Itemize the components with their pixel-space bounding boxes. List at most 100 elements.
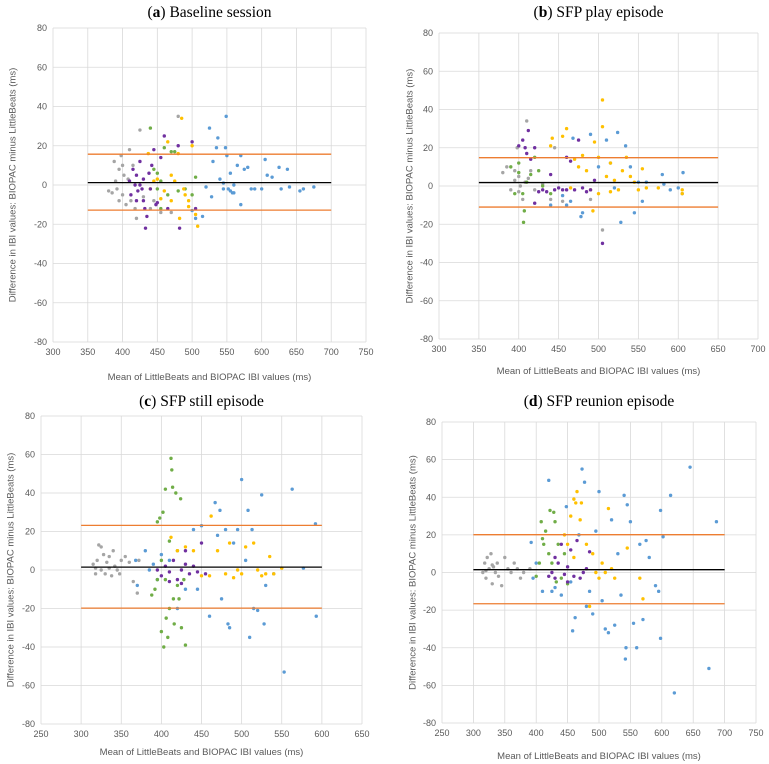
y-tick-label: -60 xyxy=(420,296,433,306)
data-point-purple xyxy=(517,144,521,148)
data-point-green xyxy=(176,189,180,193)
x-tick-label: 700 xyxy=(750,344,765,354)
data-point-gray xyxy=(120,193,125,197)
y-tick-label: -80 xyxy=(22,719,35,729)
data-point-gray xyxy=(148,206,153,211)
series-blue xyxy=(548,130,685,225)
data-point-yellow xyxy=(600,98,605,102)
data-point-gray xyxy=(490,563,494,567)
series-gray xyxy=(481,551,532,588)
data-point-purple xyxy=(138,159,142,164)
data-point-purple xyxy=(576,138,581,142)
data-point-gray xyxy=(106,189,111,193)
data-point-blue xyxy=(681,170,685,175)
data-point-gray xyxy=(484,576,488,580)
y-tick-label: 60 xyxy=(25,450,35,460)
data-point-green xyxy=(556,542,560,546)
data-point-yellow xyxy=(641,597,645,601)
data-point-yellow xyxy=(616,188,621,192)
y-tick-label: 80 xyxy=(37,23,47,33)
data-point-yellow xyxy=(572,555,576,560)
data-point-blue xyxy=(570,629,575,633)
x-tick-label: 300 xyxy=(431,344,446,354)
data-point-gray xyxy=(129,199,133,203)
x-tick-label: 500 xyxy=(591,344,606,354)
y-tick-label: -60 xyxy=(423,680,436,690)
data-point-green xyxy=(155,187,160,191)
data-point-yellow xyxy=(680,191,684,196)
data-point-gray xyxy=(120,163,125,168)
data-point-purple xyxy=(193,206,198,211)
y-tick-label: 20 xyxy=(423,143,433,153)
data-point-blue xyxy=(223,527,228,532)
data-point-purple xyxy=(190,140,194,144)
y-axis-label: Difference in IBI values: BIOPAC minus L… xyxy=(5,453,16,688)
data-point-purple xyxy=(560,188,565,192)
data-point-blue xyxy=(207,126,212,130)
data-point-yellow xyxy=(175,549,180,553)
data-point-blue xyxy=(207,614,212,618)
data-point-blue xyxy=(623,657,628,661)
data-point-gray xyxy=(481,570,485,575)
data-point-gray xyxy=(105,560,109,564)
data-point-blue xyxy=(253,187,257,191)
data-point-blue xyxy=(622,493,626,498)
data-point-purple xyxy=(556,186,561,190)
data-point-green xyxy=(172,622,176,626)
data-point-purple xyxy=(177,226,182,230)
data-point-blue xyxy=(235,163,240,168)
data-point-green xyxy=(548,191,553,196)
y-tick-label: 60 xyxy=(426,455,436,465)
title-paren: ) xyxy=(151,393,160,410)
data-point-purple xyxy=(166,206,170,211)
data-point-yellow xyxy=(656,186,661,190)
data-point-green xyxy=(190,193,194,197)
data-point-gray xyxy=(131,579,135,584)
data-point-purple xyxy=(521,138,525,142)
data-point-green xyxy=(183,643,188,647)
data-point-yellow xyxy=(597,576,601,580)
data-point-gray xyxy=(499,583,504,588)
data-point-yellow xyxy=(575,489,579,494)
data-point-yellow xyxy=(550,136,554,140)
data-point-purple xyxy=(572,188,577,192)
data-point-blue xyxy=(209,195,214,199)
data-point-blue xyxy=(218,177,222,181)
series-yellow xyxy=(169,514,284,580)
data-point-gray xyxy=(107,554,111,559)
data-point-blue xyxy=(167,558,172,563)
panel-label: c xyxy=(144,393,151,410)
data-point-gray xyxy=(493,570,498,575)
data-point-blue xyxy=(688,465,692,469)
x-tick-label: 600 xyxy=(671,344,686,354)
data-point-blue xyxy=(249,187,253,191)
data-point-blue xyxy=(634,646,639,650)
data-point-yellow xyxy=(223,572,228,576)
data-point-yellow xyxy=(578,518,582,522)
data-point-purple xyxy=(133,183,137,187)
data-point-yellow xyxy=(603,570,607,575)
data-point-gray xyxy=(103,572,107,576)
x-axis-label: Mean of LittleBeats and BIOPAC IBI value… xyxy=(497,751,701,762)
data-point-blue xyxy=(246,508,250,513)
data-point-gray xyxy=(483,561,487,565)
data-point-yellow xyxy=(604,174,609,179)
data-point-yellow xyxy=(191,549,196,553)
data-point-blue xyxy=(597,489,601,494)
data-point-blue xyxy=(560,193,565,198)
data-point-blue xyxy=(301,187,306,191)
x-tick-label: 750 xyxy=(748,728,763,738)
data-point-green xyxy=(162,645,166,649)
title-text: SFP reunion episode xyxy=(547,393,675,410)
data-point-purple xyxy=(129,193,133,197)
data-point-yellow xyxy=(613,576,617,580)
x-tick-label: 450 xyxy=(150,347,165,357)
data-point-purple xyxy=(199,541,204,545)
x-tick-label: 650 xyxy=(711,344,726,354)
data-point-blue xyxy=(661,535,665,539)
data-point-yellow xyxy=(179,116,184,120)
data-point-blue xyxy=(277,165,281,170)
data-point-purple xyxy=(547,574,551,578)
x-tick-label: 550 xyxy=(274,729,289,739)
